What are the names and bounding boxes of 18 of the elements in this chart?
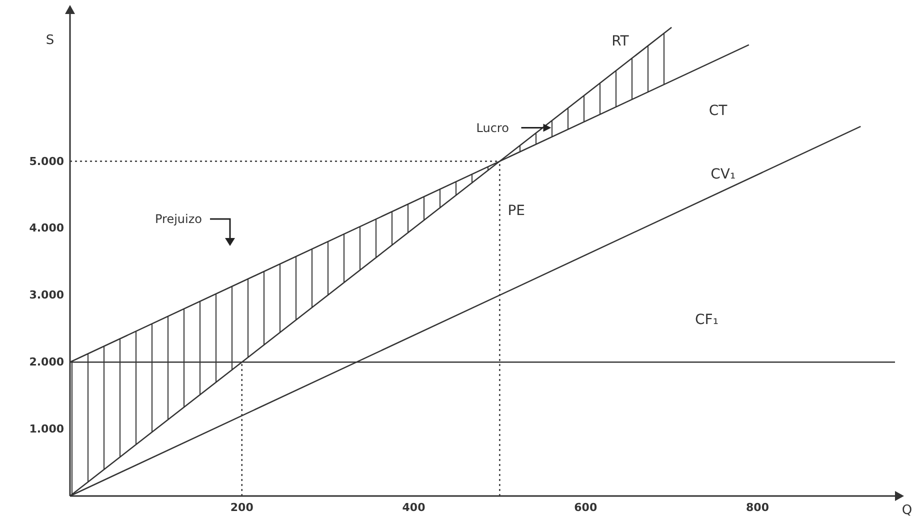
x-tick-label: 400 xyxy=(402,501,426,514)
y-tick-label: 3.000 xyxy=(29,288,64,302)
series-label: CV₁ xyxy=(710,166,736,182)
series-label: RT xyxy=(612,33,630,50)
y-tick-label: 4.000 xyxy=(29,222,64,235)
x-axis-title: Q xyxy=(902,503,912,518)
text: CT xyxy=(708,102,728,119)
y-tick-label: 1.000 xyxy=(29,422,64,436)
annotation: Prejuizo xyxy=(155,212,202,226)
x-tick-label: 200 xyxy=(230,501,254,514)
annotation: Lucro xyxy=(476,120,509,135)
text: CF₁ xyxy=(695,312,718,328)
annotation: PE xyxy=(508,202,525,219)
y-tick-label: 5.000 xyxy=(29,154,64,168)
x-tick-label: 600 xyxy=(574,501,598,514)
y-axis-title: S xyxy=(46,33,54,48)
y-tick-label: 2.000 xyxy=(29,356,64,369)
x-tick-label: 800 xyxy=(746,501,770,514)
